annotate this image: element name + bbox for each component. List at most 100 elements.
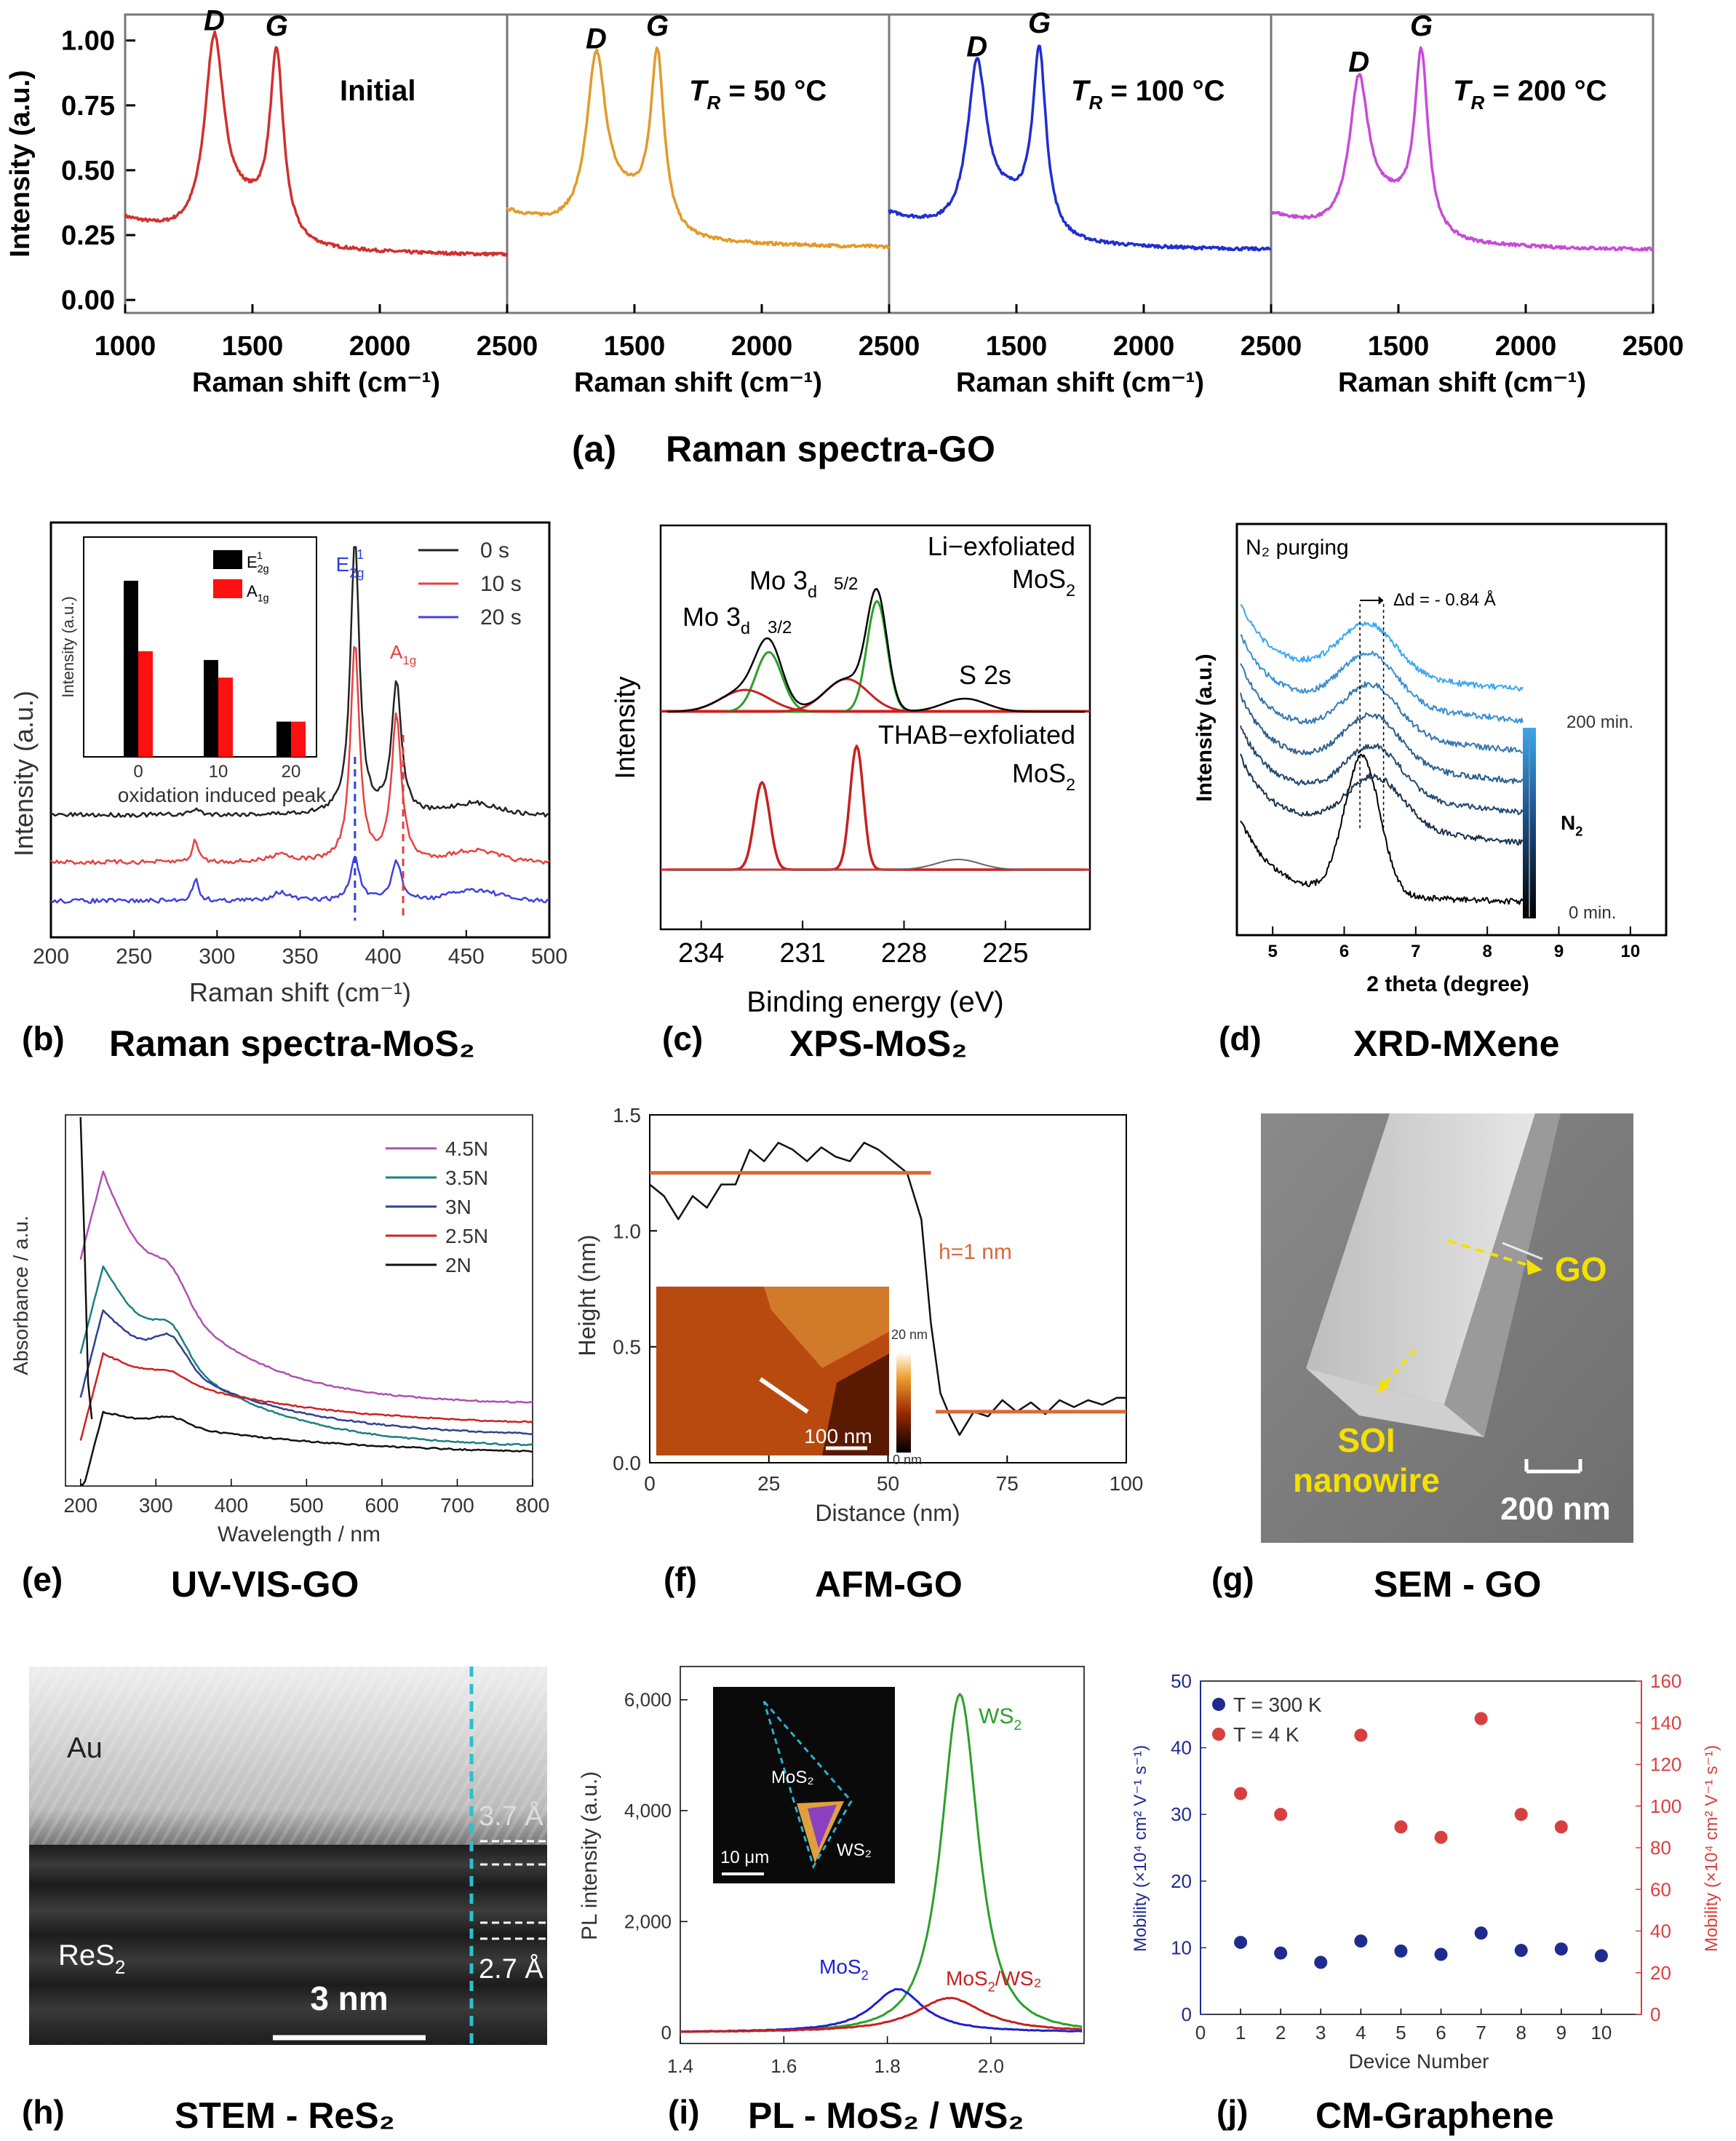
j-ytick-left-label: 40	[1171, 1737, 1192, 1759]
b-inset-bar-E¹₂g-0	[124, 581, 138, 757]
a-condition-label: TR = 50 °C	[689, 75, 827, 114]
j-xtick-label: 10	[1590, 2022, 1612, 2043]
b-inset-frame	[83, 536, 317, 758]
j-xtick-label: 8	[1516, 2022, 1526, 2043]
b-inset-bar-A₁g-20	[291, 721, 306, 757]
g-nanowire-side	[1444, 1113, 1561, 1437]
c-component-d32-green	[667, 651, 1085, 713]
a-xtick-label: 2000	[1495, 331, 1557, 362]
caption-d-title: XRD-MXene	[1353, 1023, 1560, 1064]
b-inset-bar-E¹₂g-10	[204, 659, 218, 757]
j-point-300k	[1594, 1949, 1608, 1963]
i-xtick-label: 1.8	[875, 2055, 901, 2077]
a-series-0	[124, 30, 509, 257]
f-inset-edge	[822, 1354, 889, 1455]
f-xtick-label: 100	[1110, 1472, 1144, 1495]
panel-j-cm-graphene: 0 1 2 3 4 5 6 7 8 9 105040302010016014012010080604…	[1131, 1670, 1721, 2073]
b-legend-label: 0 s	[480, 539, 509, 563]
a-xlabel: Raman shift (cm⁻¹)	[1338, 368, 1586, 398]
caption-j-title: CM-Graphene	[1315, 2095, 1554, 2136]
c-label-d52: Mo 3d	[749, 565, 817, 601]
c-label-d32-sub: 3/2	[768, 618, 792, 637]
d-colorbar-bottom: 0 min.	[1569, 903, 1616, 923]
c-xtick-label: 234	[678, 938, 724, 969]
caption-c-letter: (c)	[662, 1020, 704, 1057]
c-xlabel: Binding energy (eV)	[746, 986, 1004, 1018]
i-ytick-label: 6,000	[624, 1689, 672, 1711]
i-ytick-label: 4,000	[624, 1800, 672, 1822]
e-series-3N	[79, 1309, 533, 1436]
j-xtick-label: 9	[1556, 2022, 1566, 2043]
j-xtick-label: 6	[1436, 2022, 1446, 2043]
i-series-MoS₂	[680, 1987, 1083, 2033]
j-ytick-right-label: 40	[1650, 1920, 1671, 1942]
panel-e-uvvis-go: 200 300 400 500 600 700 800 Wavelength / nm Abso…	[9, 1114, 549, 1546]
a-xtick-label: 1500	[986, 331, 1048, 362]
d-xtick-label: 7	[1411, 942, 1420, 961]
j-point-300k	[1514, 1944, 1528, 1958]
c-envelope-top	[667, 588, 1085, 713]
d-series-4	[1240, 663, 1523, 754]
j-xtick-label: 4	[1355, 2022, 1366, 2043]
b-legend-label: 10 s	[480, 572, 522, 596]
f-inset-flake	[764, 1287, 889, 1368]
c-label-d52-sub: 5/2	[834, 574, 858, 594]
j-ytick-right-label: 140	[1650, 1712, 1681, 1733]
panel-c-xps-mos2: 234 231 228 225 Binding energy (eV) Intensity…	[610, 524, 1091, 1018]
b-inset-legend-e2g	[213, 550, 242, 569]
a-subplot-frame	[124, 13, 509, 314]
g-nanowire-top	[1306, 1113, 1535, 1405]
a-condition-label: TR = 200 °C	[1453, 75, 1607, 114]
a-ytick-label: 1.00	[61, 26, 115, 57]
a-series-2	[888, 44, 1272, 252]
i-inset-heat-2	[808, 1805, 837, 1848]
j-point-300k	[1434, 1947, 1448, 1961]
j-legend-300k-label: T = 300 K	[1233, 1693, 1322, 1716]
d-series-1	[1239, 753, 1524, 846]
f-inset-scale-label: 100 nm	[804, 1425, 872, 1447]
c-xtick-label: 231	[779, 938, 825, 969]
b-inset-xtick: 0	[133, 762, 143, 782]
h-label-scale: 3 nm	[310, 1979, 388, 2017]
caption-e-title: UV-VIS-GO	[171, 1564, 359, 1605]
a-series-1	[506, 46, 891, 250]
caption-d-letter: (d)	[1219, 1020, 1262, 1057]
a-peak-d: D	[1348, 47, 1369, 79]
caption-g-title: SEM - GO	[1374, 1564, 1542, 1605]
i-xtick-label: 1.4	[667, 2055, 693, 2077]
j-point-4k	[1554, 1820, 1568, 1834]
d-ylabel: Intensity (a.u.)	[1192, 654, 1217, 801]
e-legend-label: 3N	[445, 1196, 471, 1218]
e-xtick-label: 400	[214, 1494, 248, 1517]
j-point-300k	[1234, 1936, 1248, 1950]
g-soi-arrowhead	[1377, 1379, 1390, 1394]
j-ytick-right-label: 0	[1650, 2003, 1660, 2025]
a-ytick-label: 0.75	[61, 91, 115, 122]
j-xlabel: Device Number	[1349, 2050, 1489, 2073]
f-ytick-label: 0.0	[613, 1452, 641, 1474]
e-legend-label: 3.5N	[445, 1167, 488, 1189]
caption-c-title: XPS-MoS₂	[789, 1023, 968, 1064]
g-label-scale: 200 nm	[1500, 1491, 1611, 1527]
panel-a-raman-go: Intensity (a.u.) 1.00 0.75 0.50 0.25 0.00 1000…	[5, 5, 1684, 398]
a-series-3	[1270, 46, 1655, 252]
d-annotation: N₂ purging	[1246, 536, 1349, 560]
a-ytick-label: 0.50	[61, 156, 115, 186]
c-label-li: Li−exfoliated	[928, 531, 1075, 561]
f-ylabel: Height (nm)	[574, 1234, 600, 1356]
caption-h-letter: (h)	[22, 2093, 65, 2131]
b-inset-bar-A₁g-10	[218, 678, 233, 757]
j-point-300k	[1474, 1926, 1488, 1940]
f-xtick-label: 75	[996, 1472, 1019, 1495]
j-point-300k	[1394, 1944, 1408, 1958]
f-xlabel: Distance (nm)	[815, 1500, 960, 1526]
i-label-heterostructure: MoS2/WS₂	[946, 1967, 1041, 1994]
b-inset-xlabel: oxidation induced peak	[118, 784, 327, 806]
d-series-2	[1239, 725, 1524, 816]
caption-f-title: AFM-GO	[815, 1564, 963, 1605]
f-xtick-label: 50	[877, 1472, 899, 1495]
b-xtick-label: 400	[365, 945, 402, 969]
b-xtick-label: 450	[448, 945, 485, 969]
b-inset-xtick: 20	[282, 762, 301, 782]
